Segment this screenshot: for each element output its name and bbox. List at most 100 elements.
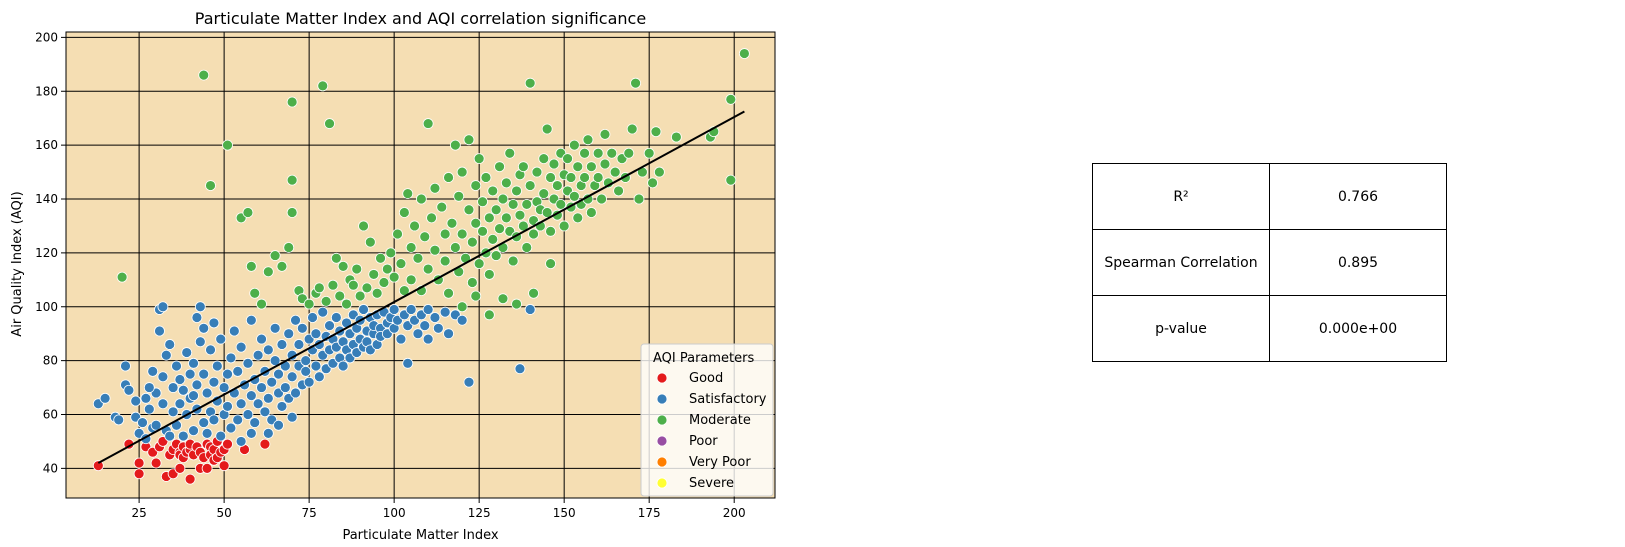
- x-tick-label: 200: [723, 506, 746, 520]
- point-moderate: [443, 287, 454, 299]
- point-satisfactory: [113, 414, 125, 426]
- point-satisfactory: [188, 425, 199, 437]
- point-satisfactory: [143, 382, 155, 393]
- point-satisfactory: [310, 360, 322, 372]
- y-tick-label: 60: [43, 407, 58, 421]
- point-moderate: [497, 193, 509, 205]
- stat-label-pvalue: p-value: [1092, 295, 1270, 362]
- point-satisfactory: [208, 414, 220, 426]
- point-satisfactory: [395, 333, 407, 345]
- legend-label: Very Poor: [689, 455, 751, 470]
- point-satisfactory: [266, 376, 278, 388]
- point-satisfactory: [232, 414, 244, 426]
- point-satisfactory: [137, 417, 148, 428]
- point-satisfactory: [307, 312, 318, 323]
- stat-label-r2: R²: [1092, 163, 1270, 230]
- y-tick-label: 40: [43, 461, 58, 475]
- point-moderate: [256, 298, 267, 310]
- point-moderate: [579, 147, 590, 159]
- point-moderate: [269, 250, 281, 261]
- point-satisfactory: [273, 419, 284, 431]
- x-axis-label: Particulate Matter Index: [342, 528, 498, 543]
- point-moderate: [429, 244, 441, 256]
- point-satisfactory: [286, 371, 298, 383]
- point-moderate: [528, 287, 539, 299]
- point-satisfactory: [330, 312, 342, 323]
- point-satisfactory: [276, 401, 288, 412]
- point-moderate: [283, 242, 295, 253]
- point-satisfactory: [130, 395, 142, 407]
- point-moderate: [596, 193, 607, 205]
- point-satisfactory: [262, 392, 274, 404]
- axis-ticks: 25 50 75 100 125 150 175 200 40 60 80 100 120 140 160 1…: [35, 30, 746, 520]
- x-tick-label: 125: [468, 506, 491, 520]
- point-moderate: [422, 263, 434, 275]
- point-satisfactory: [177, 384, 189, 396]
- point-satisfactory: [269, 322, 281, 334]
- point-moderate: [490, 204, 502, 216]
- point-satisfactory: [300, 365, 312, 377]
- point-moderate: [422, 118, 434, 129]
- point-satisfactory: [201, 387, 213, 399]
- y-tick-label: 180: [35, 84, 58, 98]
- y-tick-label: 100: [35, 300, 58, 314]
- point-good: [201, 462, 213, 474]
- y-axis-label: Air Quality Index (AQI): [10, 191, 25, 336]
- point-satisfactory: [273, 368, 284, 380]
- point-moderate: [388, 271, 400, 283]
- point-moderate: [262, 266, 274, 278]
- point-satisfactory: [154, 325, 165, 337]
- point-moderate: [466, 236, 478, 248]
- point-moderate: [477, 225, 488, 237]
- legend-label: Satisfactory: [689, 392, 767, 407]
- point-satisfactory: [228, 325, 240, 337]
- point-moderate: [327, 279, 339, 291]
- point-satisfactory: [245, 314, 257, 326]
- legend-title: AQI Parameters: [653, 351, 754, 366]
- point-moderate: [562, 153, 573, 165]
- point-moderate: [337, 260, 349, 272]
- point-satisfactory: [191, 312, 203, 323]
- point-moderate: [579, 172, 590, 183]
- point-moderate: [371, 287, 383, 299]
- point-moderate: [364, 236, 376, 248]
- point-moderate: [500, 177, 512, 189]
- point-satisfactory: [235, 341, 247, 353]
- point-moderate: [470, 217, 482, 229]
- point-moderate: [375, 252, 386, 264]
- point-moderate: [613, 185, 624, 197]
- point-moderate: [545, 225, 556, 237]
- point-moderate: [511, 298, 522, 310]
- point-moderate: [521, 198, 533, 210]
- point-moderate: [320, 295, 332, 307]
- point-satisfactory: [429, 312, 441, 323]
- point-moderate: [643, 147, 655, 159]
- point-good: [259, 438, 271, 450]
- point-moderate: [409, 220, 420, 232]
- point-satisfactory: [157, 398, 169, 410]
- point-moderate: [494, 161, 505, 173]
- point-moderate: [368, 269, 380, 280]
- point-moderate: [405, 242, 417, 253]
- point-satisfactory: [150, 419, 162, 431]
- point-satisfactory: [208, 376, 220, 388]
- point-satisfactory: [524, 304, 536, 315]
- point-satisfactory: [310, 328, 322, 340]
- point-satisfactory: [256, 333, 267, 345]
- point-moderate: [609, 166, 621, 178]
- point-moderate: [521, 242, 533, 253]
- point-satisfactory: [225, 422, 237, 434]
- legend-label: Poor: [689, 434, 718, 449]
- x-tick-label: 25: [131, 506, 146, 520]
- point-moderate: [242, 207, 254, 218]
- point-satisfactory: [198, 417, 210, 428]
- y-tick-label: 200: [35, 30, 58, 44]
- point-satisfactory: [256, 382, 267, 393]
- point-satisfactory: [201, 427, 213, 439]
- point-moderate: [623, 147, 635, 159]
- point-moderate: [392, 228, 403, 240]
- legend-marker: [656, 414, 668, 426]
- point-moderate: [585, 207, 597, 218]
- point-satisfactory: [296, 322, 308, 334]
- point-satisfactory: [337, 360, 349, 372]
